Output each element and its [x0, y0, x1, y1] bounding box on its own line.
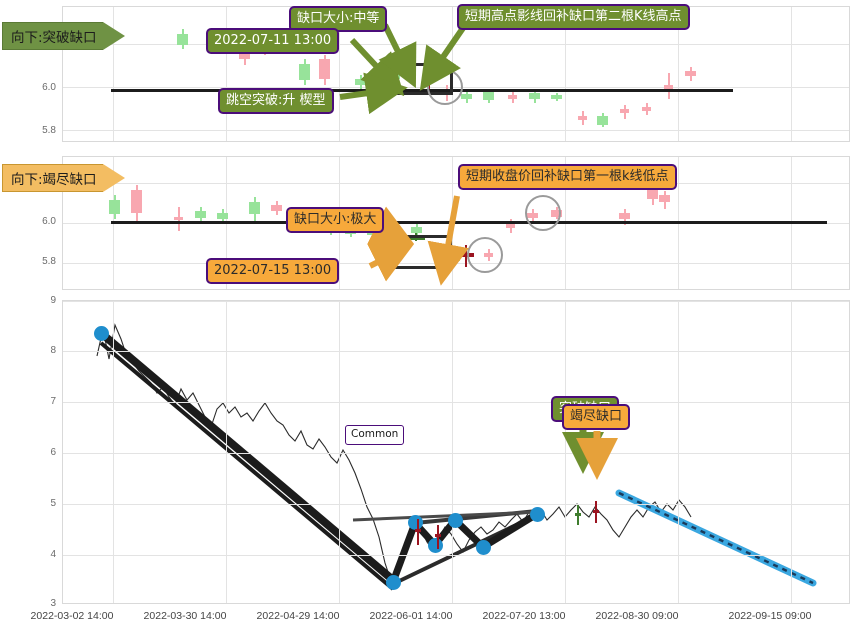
arrow-right-icon	[102, 22, 125, 50]
pivot-point-marker[interactable]	[408, 515, 423, 530]
y-tick-label: 4	[50, 549, 56, 560]
banner-gap-breakaway[interactable]: 向下:突破缺口	[2, 22, 125, 50]
gridline-v	[113, 301, 114, 603]
gridline-v	[791, 301, 792, 603]
gap-fill-circle	[427, 69, 463, 105]
gap-highlight-box	[394, 235, 452, 269]
gridline-h	[63, 402, 849, 403]
panel-gap-exhaustion: 6.0 5.8 向下:竭尽缺口 缺口大小:极大 2022-07-15 13:00…	[0, 150, 853, 296]
arrow-right-icon	[102, 164, 125, 192]
plot-area-breakaway[interactable]	[62, 6, 850, 142]
price-line-svg	[96, 323, 817, 591]
gridline-v	[678, 301, 679, 603]
y-tick-label: 7	[50, 396, 56, 407]
panel-gap-breakaway: 6.2 6.0 5.8 向下:突破缺口 缺口大小:中等 2022-07-11 1…	[0, 0, 853, 150]
pivot-point-marker[interactable]	[448, 513, 463, 528]
panel-main-chart: 9 8 7 6 5 4 3 2022-03-02 14:00 2022-03-3…	[0, 296, 853, 631]
x-tick-label: 2022-08-30 09:00	[595, 610, 679, 622]
y-tick-label: 5	[50, 498, 56, 509]
gridline-v	[678, 7, 679, 141]
gridline-h	[63, 555, 849, 556]
gap-exhaustion-tag[interactable]: 竭尽缺口	[562, 404, 631, 430]
gap-fill-description-label[interactable]: 短期收盘价回补缺口第一根k线低点	[458, 164, 677, 190]
gridline-v	[226, 7, 227, 141]
gridline-v	[452, 301, 453, 603]
pivot-point-marker[interactable]	[94, 326, 109, 341]
gridline-h	[63, 351, 849, 352]
y-tick-label: 9	[50, 295, 56, 306]
gridline-h	[63, 453, 849, 454]
gap-fill-circle	[467, 237, 503, 273]
y-tick-label: 6	[50, 447, 56, 458]
gap-date-label[interactable]: 2022-07-11 13:00	[206, 28, 340, 54]
pivot-point-marker[interactable]	[530, 507, 545, 522]
gridline-v	[791, 7, 792, 141]
gridline-h	[63, 263, 849, 264]
y-tick-label: 8	[50, 345, 56, 356]
gridline-h	[63, 301, 849, 302]
gridline-h	[63, 130, 849, 131]
gridline-v	[339, 301, 340, 603]
gridline-v	[113, 7, 114, 141]
x-tick-label: 2022-06-01 14:00	[369, 610, 453, 622]
gap-size-label[interactable]: 缺口大小:极大	[286, 207, 385, 233]
gridline-v	[226, 301, 227, 603]
x-tick-label: 2022-03-30 14:00	[143, 610, 227, 622]
gridline-v	[339, 7, 340, 141]
y-tick-label: 3	[50, 598, 56, 609]
pivot-point-marker[interactable]	[476, 540, 491, 555]
gap-fill-circle	[525, 195, 561, 231]
gridline-v	[565, 7, 566, 141]
x-tick-label: 2022-04-29 14:00	[256, 610, 340, 622]
plot-area-main[interactable]	[62, 300, 850, 604]
gap-reference-line	[111, 221, 827, 224]
y-tick-label: 6.0	[42, 216, 56, 227]
gap-date-label[interactable]: 2022-07-15 13:00	[206, 258, 340, 284]
y-tick-label: 5.8	[42, 125, 56, 136]
gap-pattern-label[interactable]: 跳空突破:升 楔型	[218, 88, 334, 114]
plot-area-exhaustion[interactable]	[62, 156, 850, 290]
gridline-v	[565, 301, 566, 603]
gridline-h	[63, 504, 849, 505]
y-tick-label: 6.0	[42, 82, 56, 93]
gridline-h	[63, 183, 849, 184]
banner-label: 向下:竭尽缺口	[2, 164, 103, 192]
x-tick-label: 2022-07-20 13:00	[482, 610, 566, 622]
gap-size-label[interactable]: 缺口大小:中等	[289, 6, 388, 32]
pattern-common-label[interactable]: Common	[345, 425, 405, 445]
pivot-point-marker[interactable]	[386, 575, 401, 590]
x-tick-label: 2022-09-15 09:00	[728, 610, 812, 622]
banner-gap-exhaustion[interactable]: 向下:竭尽缺口	[2, 164, 125, 192]
y-tick-label: 5.8	[42, 256, 56, 267]
gap-fill-description-label[interactable]: 短期高点影线回补缺口第二根K线高点	[457, 4, 690, 30]
x-tick-label: 2022-03-02 14:00	[30, 610, 114, 622]
pivot-point-marker[interactable]	[428, 538, 443, 553]
banner-label: 向下:突破缺口	[2, 22, 103, 50]
